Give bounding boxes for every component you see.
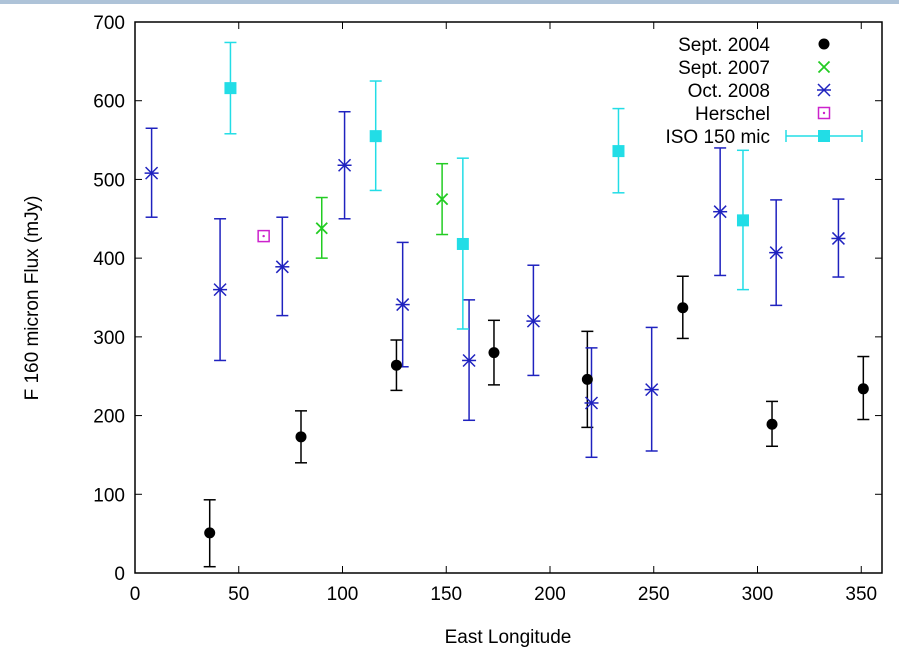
marker-square-outline	[257, 229, 270, 243]
data-point-iso-150-mic	[736, 214, 749, 227]
marker-center-dot	[822, 111, 826, 115]
x-tick-label: 0	[130, 584, 141, 605]
marker-circle	[295, 431, 307, 443]
data-point-iso-150-mic	[224, 82, 237, 95]
marker-x-stroke	[435, 192, 449, 206]
marker-square-outline	[817, 106, 831, 120]
x-axis-label: East Longitude	[445, 627, 572, 648]
y-tick-label: 200	[93, 407, 125, 428]
data-point-oct-2008	[713, 205, 728, 219]
legend-marker-sept-2004	[818, 38, 830, 50]
marker-square	[456, 237, 469, 250]
data-point-oct-2008	[144, 166, 159, 180]
marker-circle	[204, 527, 216, 539]
x-tick-label: 50	[228, 584, 249, 605]
legend-marker-iso-150-mic	[818, 130, 830, 142]
y-tick-label: 700	[93, 13, 125, 34]
legend-label-sept-2004: Sept. 2004	[678, 35, 770, 56]
data-point-oct-2008	[337, 158, 352, 172]
plot-area-frame	[134, 21, 883, 574]
marker-square	[736, 214, 749, 227]
legend-marker-herschel	[817, 106, 831, 120]
y-tick-label: 400	[93, 249, 125, 270]
data-point-iso-150-mic	[612, 145, 625, 158]
data-point-sept-2004	[488, 347, 500, 359]
data-point-sept-2004	[857, 383, 869, 395]
y-tick-label: 500	[93, 170, 125, 191]
x-tick-label: 300	[742, 584, 774, 605]
marker-square	[612, 145, 625, 158]
legend-marker-sept-2007	[817, 60, 831, 74]
legend-label-iso-150-mic: ISO 150 mic	[665, 127, 770, 148]
data-point-sept-2004	[677, 302, 689, 314]
data-point-oct-2008	[526, 314, 541, 328]
data-point-oct-2008	[275, 260, 290, 274]
x-tick-labels: 0 50 100 150 200 250 300 350	[130, 584, 877, 605]
y-tick-labels: 0 100 200 300 400 500 600 700	[93, 13, 125, 585]
data-point-iso-150-mic	[456, 237, 469, 250]
data-point-oct-2008	[644, 383, 659, 397]
x-tick-label: 250	[638, 584, 670, 605]
marker-x-stroke	[817, 60, 831, 74]
y-tick-label: 0	[114, 564, 125, 585]
x-tick-label: 100	[327, 584, 359, 605]
data-point-iso-150-mic	[369, 130, 382, 143]
data-point-sept-2007	[315, 222, 328, 235]
data-point-sept-2004	[766, 418, 778, 430]
y-tick-label: 600	[93, 92, 125, 113]
marker-circle	[857, 383, 869, 395]
marker-square	[224, 82, 237, 95]
data-point-oct-2008	[769, 246, 784, 260]
marker-square	[818, 130, 830, 142]
data-point-sept-2004	[295, 431, 307, 443]
legend-label-sept-2007: Sept. 2007	[678, 58, 770, 79]
y-tick-label: 100	[93, 485, 125, 506]
marker-circle	[390, 359, 402, 371]
data-point-sept-2004	[390, 359, 402, 371]
marker-x-stroke	[315, 222, 328, 235]
data-point-sept-2004	[204, 527, 216, 539]
data-point-oct-2008	[462, 353, 477, 368]
marker-circle	[581, 373, 593, 385]
data-points	[144, 82, 869, 539]
data-point-oct-2008	[395, 298, 410, 312]
legend-marker-oct-2008	[817, 83, 831, 97]
data-point-sept-2007	[435, 192, 449, 206]
y-axis-label: F 160 micron Flux (mJy)	[22, 196, 43, 401]
marker-square	[369, 130, 382, 143]
window-top-border	[0, 0, 899, 4]
marker-circle	[677, 302, 689, 314]
marker-circle	[818, 38, 830, 50]
marker-circle	[488, 347, 500, 359]
legend-label-herschel: Herschel	[695, 104, 770, 125]
legend-label-oct-2008: Oct. 2008	[688, 81, 770, 102]
data-point-sept-2004	[581, 373, 593, 385]
y-tick-label: 300	[93, 328, 125, 349]
data-point-oct-2008	[213, 283, 228, 297]
x-tick-label: 200	[534, 584, 566, 605]
data-point-oct-2008	[584, 396, 599, 410]
marker-center-dot	[262, 234, 265, 238]
axis-ticks	[134, 21, 882, 574]
x-tick-label: 150	[430, 584, 462, 605]
data-point-herschel	[257, 229, 270, 243]
data-point-oct-2008	[831, 231, 846, 245]
marker-circle	[766, 418, 778, 430]
x-tick-label: 350	[845, 584, 877, 605]
